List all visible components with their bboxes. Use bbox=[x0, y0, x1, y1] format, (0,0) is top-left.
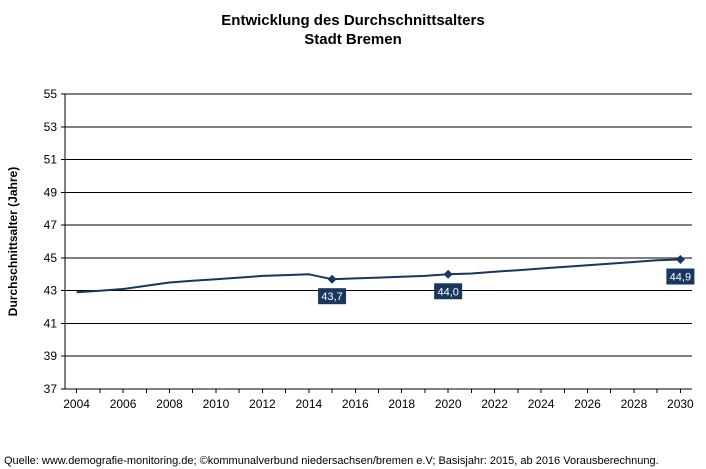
data-label: 44,9 bbox=[670, 272, 691, 284]
x-tick-label: 2014 bbox=[295, 397, 322, 411]
data-label: 44,0 bbox=[437, 286, 458, 298]
y-axis-label: Durchschnittsalter (Jahre) bbox=[6, 167, 20, 316]
y-tick-label: 45 bbox=[44, 251, 58, 265]
x-tick-label: 2006 bbox=[110, 397, 137, 411]
x-tick-label: 2028 bbox=[621, 397, 648, 411]
data-point-marker bbox=[675, 255, 685, 265]
y-tick-label: 51 bbox=[44, 153, 58, 167]
x-tick-label: 2024 bbox=[528, 397, 555, 411]
y-tick-label: 49 bbox=[44, 185, 58, 199]
data-label-box bbox=[666, 268, 695, 285]
data-point-marker bbox=[443, 269, 453, 279]
x-tick-label: 2022 bbox=[481, 397, 508, 411]
y-tick-label: 39 bbox=[44, 349, 58, 363]
data-label: 43,7 bbox=[321, 291, 342, 303]
x-tick-label: 2020 bbox=[435, 397, 462, 411]
y-tick-label: 55 bbox=[44, 87, 58, 101]
y-tick-label: 53 bbox=[44, 120, 58, 134]
data-label-box bbox=[318, 288, 347, 305]
x-tick-label: 2012 bbox=[249, 397, 276, 411]
data-point-marker bbox=[327, 274, 337, 284]
y-tick-label: 41 bbox=[44, 316, 58, 330]
x-tick-label: 2030 bbox=[667, 397, 694, 411]
y-tick-label: 43 bbox=[44, 284, 58, 298]
series-line bbox=[76, 258, 681, 294]
x-tick-label: 2004 bbox=[63, 397, 90, 411]
x-tick-label: 2016 bbox=[342, 397, 369, 411]
x-tick-label: 2008 bbox=[156, 397, 183, 411]
x-tick-label: 2018 bbox=[388, 397, 415, 411]
chart-subtitle: Stadt Bremen bbox=[304, 31, 402, 48]
y-tick-label: 47 bbox=[44, 218, 58, 232]
x-tick-label: 2010 bbox=[203, 397, 230, 411]
y-tick-label: 37 bbox=[44, 382, 58, 396]
source-note: Quelle: www.demografie-monitoring.de; ©k… bbox=[4, 455, 659, 467]
data-label-box bbox=[434, 283, 463, 300]
chart-title: Entwicklung des Durchschnittsalters bbox=[221, 12, 485, 29]
x-tick-label: 2026 bbox=[574, 397, 601, 411]
